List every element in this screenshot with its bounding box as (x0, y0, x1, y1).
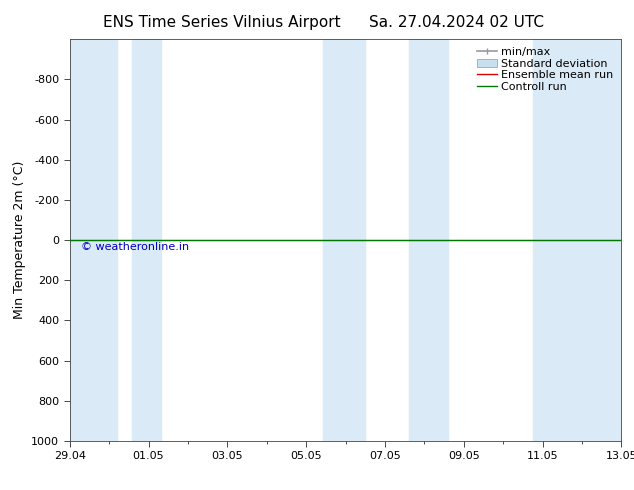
Bar (409, 39, 448, 441)
Bar (323, 39, 365, 441)
Y-axis label: Min Temperature 2m (°C): Min Temperature 2m (°C) (13, 161, 26, 319)
Bar (533, 39, 621, 441)
Text: Sa. 27.04.2024 02 UTC: Sa. 27.04.2024 02 UTC (369, 15, 544, 30)
Legend: min/max, Standard deviation, Ensemble mean run, Controll run: min/max, Standard deviation, Ensemble me… (475, 45, 616, 94)
Text: ENS Time Series Vilnius Airport: ENS Time Series Vilnius Airport (103, 15, 340, 30)
Bar (132, 39, 161, 441)
Bar (70, 39, 117, 441)
Text: © weatheronline.in: © weatheronline.in (81, 242, 189, 252)
